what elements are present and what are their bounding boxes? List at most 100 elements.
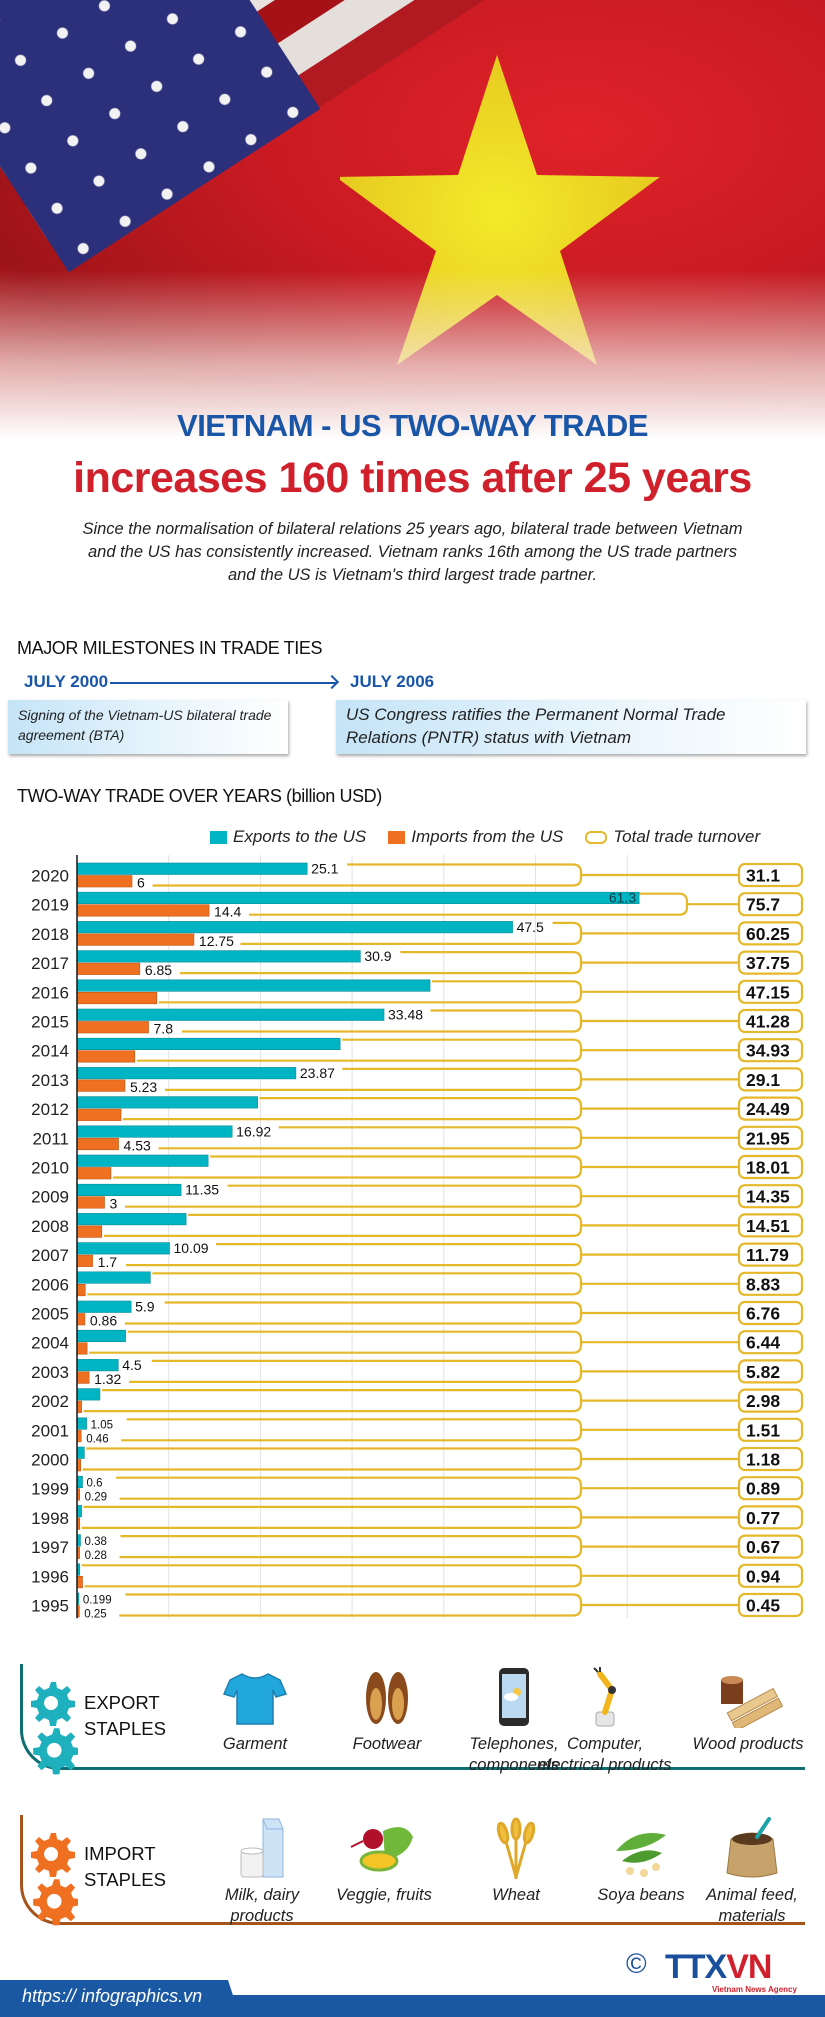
- export-bar: [76, 950, 361, 963]
- import-bar: [76, 1137, 119, 1151]
- import-bar: [76, 933, 195, 946]
- legend-imports: Imports from the US: [388, 827, 563, 847]
- agency-name: Vietnam News Agency: [712, 1985, 797, 1994]
- staple-item-label: Computer, electrical products: [538, 1735, 672, 1774]
- total-bracket: [121, 1418, 583, 1442]
- export-value-label: 0.38: [84, 1536, 106, 1548]
- total-value-label: 14.51: [746, 1216, 790, 1236]
- total-value-box: [737, 979, 804, 1004]
- year-label: 2011: [32, 1129, 69, 1148]
- total-value-box: [737, 921, 804, 946]
- import-staples-section: IMPORT STAPLES Milk, dairy products Veggi…: [20, 1815, 805, 1927]
- import-value-label: 14.4: [214, 904, 241, 920]
- year-label: 2015: [31, 1013, 69, 1032]
- export-bar: [76, 1271, 151, 1284]
- total-value-label: 2.98: [746, 1391, 780, 1411]
- total-bracket: [119, 1535, 583, 1559]
- import-bar: [76, 1225, 103, 1238]
- export-value-label: 61.3: [609, 890, 636, 906]
- export-bar: [76, 921, 513, 934]
- import-value-label: 4.53: [124, 1137, 151, 1153]
- chart-title: TWO-WAY TRADE OVER YEARS (billion USD): [17, 786, 382, 806]
- total-value-label: 0.89: [746, 1479, 780, 1499]
- total-value-label: 24.49: [746, 1099, 790, 1119]
- export-staples-section: EXPORT STAPLES Garment Footwear Telephones…: [20, 1664, 805, 1775]
- year-label: 2001: [31, 1421, 69, 1440]
- export-value-label: 1.05: [91, 1419, 113, 1431]
- total-bracket: [89, 1330, 583, 1354]
- import-value-label: 1.32: [94, 1371, 121, 1387]
- import-value-label: 1.7: [98, 1254, 118, 1270]
- title-line-2: increases 160 times after 25 years: [73, 454, 752, 502]
- feed-sack-icon: [726, 1817, 778, 1878]
- staple-item: Milk, dairy products: [192, 1817, 332, 1927]
- import-bar: [76, 962, 141, 975]
- staple-item: Telephones, components: [444, 1666, 584, 1776]
- shoes-icon: [366, 1672, 408, 1724]
- total-value-box: [737, 1359, 804, 1384]
- export-value-label: 33.48: [388, 1007, 423, 1023]
- total-value-label: 41.28: [746, 1012, 790, 1032]
- total-value-box: [737, 1038, 804, 1063]
- staple-item-label: Telephones, components: [469, 1735, 559, 1774]
- export-bar: [76, 1096, 258, 1109]
- staple-item: Veggie, fruits: [314, 1817, 454, 1906]
- legend-swatch-exports: [210, 830, 227, 844]
- year-label: 2007: [31, 1246, 69, 1265]
- year-label: 2019: [31, 896, 69, 915]
- export-bar: [76, 862, 308, 875]
- import-value-label: 6.85: [145, 962, 172, 978]
- import-value-label: 12.75: [199, 933, 234, 949]
- import-bar: [76, 1575, 83, 1589]
- legend-swatch-total: [585, 830, 608, 844]
- total-value-label: 1.18: [746, 1450, 780, 1470]
- total-bracket: [116, 1476, 583, 1500]
- export-bar: [76, 1008, 385, 1021]
- export-bar: [76, 1154, 209, 1167]
- total-bracket: [81, 1505, 583, 1529]
- staple-item: Footwear: [317, 1666, 457, 1755]
- import-value-label: 0.46: [86, 1433, 108, 1445]
- total-value-box: [737, 1446, 804, 1472]
- legend-total: Total trade turnover: [585, 827, 760, 847]
- export-bar: [76, 1242, 170, 1255]
- milestone-card-pntr: US Congress ratifies the Permanent Norma…: [336, 700, 806, 754]
- staple-item: Wood products: [678, 1666, 818, 1755]
- import-bar: [76, 1283, 86, 1297]
- milk-carton-icon: [240, 1818, 284, 1878]
- export-bar: [76, 1359, 119, 1372]
- total-value-box: [737, 1125, 804, 1150]
- export-bar: [76, 1037, 341, 1050]
- footer-url-link[interactable]: https:// infographics.vn: [22, 1986, 203, 2006]
- import-bar: [76, 875, 133, 888]
- export-bar: [76, 1475, 83, 1489]
- total-bracket: [124, 1301, 583, 1325]
- staple-item-label: Wheat: [492, 1886, 540, 1904]
- import-bar: [76, 904, 210, 917]
- year-label: 2003: [31, 1363, 69, 1382]
- export-staples-label: EXPORT STAPLES: [84, 1692, 166, 1739]
- export-bar: [76, 1183, 182, 1197]
- export-value-label: 23.87: [300, 1065, 335, 1081]
- year-label: 1999: [31, 1480, 69, 1499]
- total-value-label: 29.1: [746, 1070, 780, 1090]
- total-value-box: [737, 1184, 804, 1209]
- import-value-label: 5.23: [130, 1079, 157, 1095]
- total-value-box: [737, 1242, 804, 1267]
- export-bar: [76, 1417, 87, 1430]
- total-value-box: [737, 862, 804, 888]
- staple-item: Garment: [185, 1666, 325, 1755]
- total-value-label: 75.7: [746, 895, 780, 915]
- total-value-label: 8.83: [746, 1274, 780, 1294]
- legend-swatch-imports: [388, 830, 406, 844]
- staple-item: Wheat: [446, 1817, 586, 1906]
- total-value-box: [737, 1300, 804, 1326]
- export-bar: [76, 1067, 297, 1080]
- gears-icon: [31, 1833, 78, 1926]
- total-value-box: [737, 950, 804, 975]
- gears-icon: [31, 1682, 78, 1775]
- import-value-label: 7.8: [154, 1021, 174, 1037]
- total-bracket: [83, 1389, 583, 1413]
- year-label: 2004: [31, 1334, 69, 1353]
- staple-item: Soya beans: [571, 1817, 711, 1906]
